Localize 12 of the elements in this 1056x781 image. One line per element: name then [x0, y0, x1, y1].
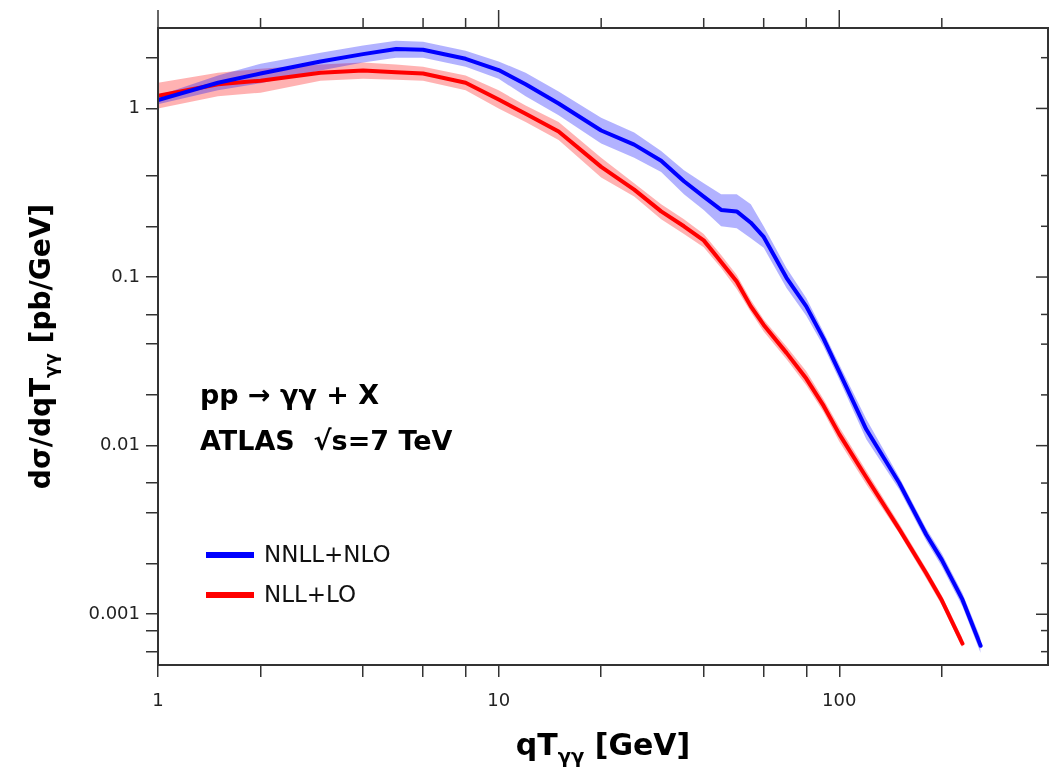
- y-tick-label: 0.001: [88, 601, 140, 623]
- x-tick-label: 100: [822, 689, 857, 711]
- annotation: pp → γγ + X: [200, 378, 380, 410]
- legend-label: NNLL+NLO: [264, 540, 391, 567]
- y-tick-label: 0.1: [111, 264, 140, 286]
- x-tick-label: 1: [152, 689, 164, 711]
- y-tick-label: 0.01: [99, 433, 140, 455]
- legend-label: NLL+LO: [264, 580, 357, 607]
- annotation: ATLAS √s=7 TeV: [200, 424, 453, 456]
- y-axis-title: dσ/dqTγγ [pb/GeV]: [24, 203, 61, 490]
- y-tick-label: 1: [128, 96, 140, 118]
- x-tick-label: 10: [487, 689, 511, 711]
